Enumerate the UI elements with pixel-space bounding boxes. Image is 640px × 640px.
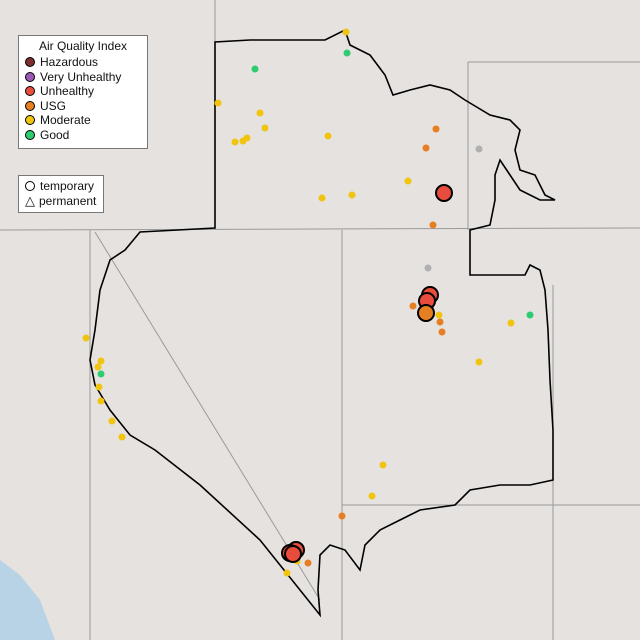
legend-label: USG <box>40 98 67 113</box>
monitor-point-large[interactable] <box>284 545 302 563</box>
legend-label: Unhealthy <box>40 84 95 99</box>
circle-icon <box>25 115 35 126</box>
legend-permanent: △ permanent <box>25 192 97 209</box>
legend-label: Very Unhealthy <box>40 69 122 84</box>
legend-title: Air Quality Index <box>38 39 128 53</box>
legend-item: Moderate <box>25 113 141 128</box>
legend-temporary: temporary <box>25 179 97 194</box>
monitor-point[interactable] <box>261 124 269 132</box>
legend-label: permanent <box>39 193 97 208</box>
monitor-point[interactable] <box>338 512 346 520</box>
monitor-point[interactable] <box>368 492 376 500</box>
monitor-point[interactable] <box>409 302 417 310</box>
monitor-point[interactable] <box>435 311 443 319</box>
circle-icon <box>25 100 35 111</box>
monitor-point[interactable] <box>256 109 264 117</box>
monitor-point[interactable] <box>231 138 239 146</box>
circle-icon <box>25 86 35 97</box>
monitor-point[interactable] <box>379 461 387 469</box>
monitor-point[interactable] <box>432 125 440 133</box>
circle-icon <box>25 71 35 82</box>
monitor-point[interactable] <box>118 433 126 441</box>
monitor-point[interactable] <box>526 311 534 319</box>
monitor-point[interactable] <box>283 569 291 577</box>
aqi-legend: Air Quality Index Hazardous Very Unhealth… <box>18 35 148 149</box>
monitor-point[interactable] <box>438 328 446 336</box>
monitor-point[interactable] <box>251 65 259 73</box>
monitor-point[interactable] <box>239 137 247 145</box>
monitor-points <box>82 28 534 577</box>
monitor-point-large[interactable] <box>417 304 435 322</box>
circle-icon <box>25 181 35 192</box>
legend-label: Good <box>40 127 70 142</box>
water-ocean <box>0 560 55 640</box>
legend-label: Hazardous <box>40 55 99 70</box>
monitor-point[interactable] <box>342 28 350 36</box>
triangle-icon: △ <box>25 192 35 208</box>
legend-item: Good <box>25 128 141 143</box>
legend-label: Moderate <box>40 113 91 128</box>
legend-item: Hazardous <box>25 55 141 70</box>
region-outline <box>89 28 556 618</box>
monitor-point[interactable] <box>424 264 432 272</box>
legend-item: Very Unhealthy <box>25 70 141 85</box>
monitor-point[interactable] <box>97 357 105 365</box>
monitor-point[interactable] <box>429 221 437 229</box>
circle-icon <box>25 57 35 68</box>
monitor-point[interactable] <box>348 191 356 199</box>
monitor-point[interactable] <box>475 358 483 366</box>
monitor-point[interactable] <box>422 144 430 152</box>
monitor-point[interactable] <box>95 383 103 391</box>
monitor-point[interactable] <box>214 99 222 107</box>
monitor-point[interactable] <box>304 559 312 567</box>
monitor-point[interactable] <box>436 318 444 326</box>
monitor-point-large[interactable] <box>435 184 453 202</box>
monitor-point[interactable] <box>108 417 116 425</box>
monitor-point[interactable] <box>324 132 332 140</box>
legend-item: USG <box>25 99 141 114</box>
monitor-point[interactable] <box>475 145 483 153</box>
legend-label: temporary <box>40 179 95 194</box>
monitor-point[interactable] <box>507 319 515 327</box>
monitor-point[interactable] <box>97 370 105 378</box>
shape-legend: temporary △ permanent <box>18 175 104 213</box>
monitor-point[interactable] <box>82 334 90 342</box>
monitor-point[interactable] <box>343 49 351 57</box>
monitor-point[interactable] <box>94 363 102 371</box>
legend-item: Unhealthy <box>25 84 141 99</box>
monitor-point[interactable] <box>404 177 412 185</box>
circle-icon <box>25 129 35 140</box>
monitor-point[interactable] <box>318 194 326 202</box>
monitor-point[interactable] <box>97 397 105 405</box>
